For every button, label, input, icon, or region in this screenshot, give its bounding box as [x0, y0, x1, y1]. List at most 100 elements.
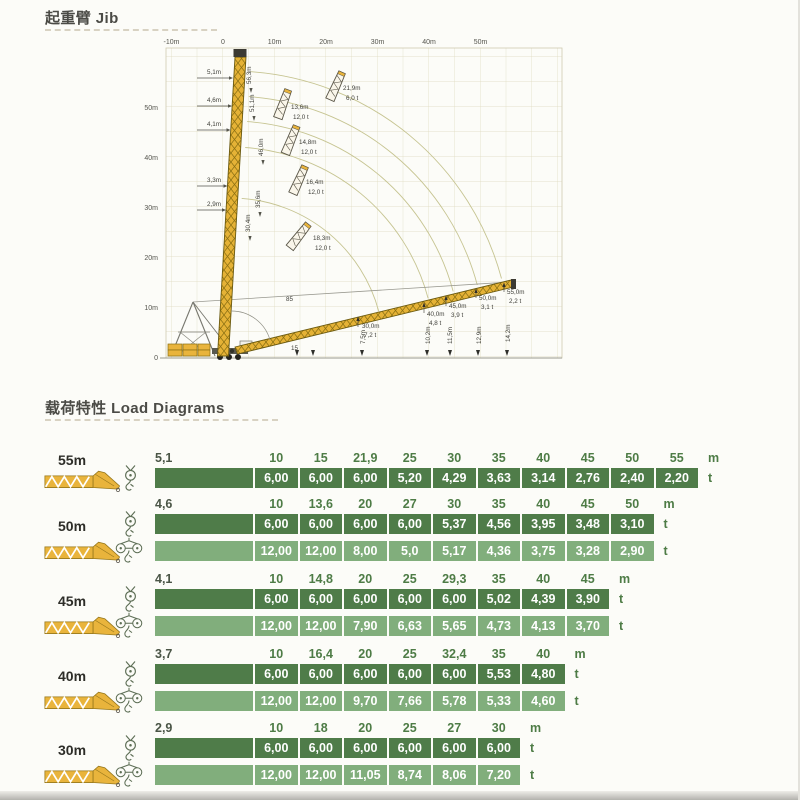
load-cell: 8,74 [388, 765, 431, 785]
load-cell: 4,13 [522, 616, 565, 636]
dim-label: 3,3m [207, 177, 221, 184]
load-cell: 7,66 [388, 691, 431, 711]
jib-icon [44, 691, 121, 714]
load-cell: 3,14 [522, 468, 565, 488]
load-cell: 6,00 [388, 664, 431, 684]
x-tick-label: 0 [221, 39, 225, 46]
height-label: 51,1m [249, 94, 256, 112]
radius-header: 14,8 [308, 572, 333, 586]
load-cell: 12,00 [299, 616, 342, 636]
load-cell: 6,00 [344, 514, 387, 534]
jib-length-label: 40m [58, 668, 87, 684]
jib-icon [44, 765, 121, 788]
load-cell: 6,00 [388, 589, 431, 609]
jib-length-label: 50m [58, 518, 87, 534]
load-row-bar: 12,00 12,00 9,70 7,66 5,78 5,33 4,60 [155, 691, 567, 711]
load-row-bar: 6,00 6,00 6,00 6,00 5,37 4,56 3,95 3,48 3,10 [155, 514, 656, 534]
y-tick-label: 10m [144, 305, 158, 312]
dim-label: 5,1m [207, 69, 221, 76]
bar-lead-segment [155, 514, 253, 534]
load-cell: 6,00 [255, 468, 298, 488]
load-cell: 8,00 [344, 541, 387, 561]
radius-header: 25 [402, 572, 417, 586]
load-cell: 4,56 [477, 514, 520, 534]
horizontal-jib-labels: 30,0m 7,2 t 40,0m 4,8 t 45,0m 3,9 t 50,0… [356, 282, 525, 339]
load-cell: 6,00 [299, 589, 342, 609]
load-label: 12,0 t [308, 189, 324, 196]
radius-header: 25 [402, 647, 417, 661]
radius-label: 13,6m [291, 104, 309, 111]
radius-header: 29,3 [442, 572, 467, 586]
load-cell: 4,36 [477, 541, 520, 561]
load-table-group: 45m 4,1 10 14,8 20 25 29,3 35 40 45 m 6,00 6,00 6,0… [0, 572, 800, 645]
luffing-angle-arc: 85 15 [230, 296, 299, 352]
luffed-jib-positions: 21,9m 6,0 t 13,6m 12,0 t 14,8m 12,0 t 16… [273, 70, 361, 252]
radius-header: 30 [491, 721, 506, 735]
bar-lead-segment [155, 664, 253, 684]
tonnes-unit-label: t [574, 694, 579, 708]
load-cell: 6,00 [344, 468, 387, 488]
load-cell: 6,00 [433, 589, 476, 609]
crane-range-diagram: -10m 0 10m 20m 30m 40m 50m 50m 40m 30m 2… [144, 39, 563, 362]
load-cell: 6,00 [433, 738, 476, 758]
load-cell: 6,00 [477, 738, 520, 758]
load-cell: 3,48 [566, 514, 609, 534]
load-cell: 4,73 [477, 616, 520, 636]
jib-length-label: 55m [58, 452, 87, 468]
load-label: 7,2 t [364, 332, 377, 339]
radius-header: 50 [625, 497, 640, 511]
load-row-bar: 6,00 6,00 6,00 6,00 6,00 6,00 [155, 738, 522, 758]
load-label: 12,0 t [293, 114, 309, 121]
dim-label: 4,6m [207, 97, 221, 104]
load-cell: 6,63 [388, 616, 431, 636]
radius-label: 18,3m [313, 235, 331, 242]
tip-height-label: 10,2m [425, 326, 432, 344]
dim-label: 2,9m [207, 201, 221, 208]
height-label: 35,6m [255, 190, 262, 208]
load-cell: 6,00 [255, 738, 298, 758]
double-hook-icon [112, 761, 146, 791]
x-tick-label: 20m [319, 39, 333, 46]
load-row-bar: 12,00 12,00 11,05 8,74 8,06 7,20 [155, 765, 522, 785]
load-cell: 2,20 [655, 468, 698, 488]
load-row-bar: 12,00 12,00 7,90 6,63 5,65 4,73 4,13 3,70 [155, 616, 611, 636]
load-cell: 12,00 [255, 691, 298, 711]
load-row-bar: 6,00 6,00 6,00 5,20 4,29 3,63 3,14 2,76 2,40 2,20 [155, 468, 700, 488]
load-table-group: 55m 5,1 10 15 21,9 25 30 35 40 45 50 55 m 6,00 6,00 6… [0, 451, 800, 524]
tonnes-unit-label: t [619, 619, 624, 633]
radius-header: 10 [269, 497, 284, 511]
scan-shadow-strip [0, 791, 800, 800]
load-cell: 11,05 [344, 765, 387, 785]
load-cell: 2,40 [611, 468, 654, 488]
load-cell: 6,00 [299, 468, 342, 488]
tower-mast [217, 49, 247, 357]
radius-header: 40 [536, 451, 551, 465]
load-cell: 9,70 [344, 691, 387, 711]
load-cell: 12,00 [255, 616, 298, 636]
radius-label: 14,8m [299, 139, 317, 146]
load-cell: 5,20 [388, 468, 431, 488]
load-cell: 7,90 [344, 616, 387, 636]
radius-header: 21,9 [353, 451, 378, 465]
radius-header: 40 [536, 572, 551, 586]
scan-edge [798, 0, 800, 800]
load-cell: 5,33 [477, 691, 520, 711]
radius-label: 55,0m [507, 289, 525, 296]
y-tick-label: 0 [154, 355, 158, 362]
radius-header: 40 [536, 647, 551, 661]
tonnes-unit-label: t [663, 544, 668, 558]
min-radius-value: 2,9 [155, 721, 173, 735]
height-label: 46,0m [258, 138, 265, 156]
x-tick-label: -10m [164, 39, 180, 46]
load-cell: 6,00 [299, 738, 342, 758]
x-axis-labels: -10m 0 10m 20m 30m 40m 50m [164, 39, 488, 46]
radius-header: 25 [402, 451, 417, 465]
load-cell: 6,00 [299, 664, 342, 684]
single-hook-icon [119, 734, 142, 764]
double-hook-icon [112, 537, 146, 567]
load-cell: 5,0 [388, 541, 431, 561]
max-angle-label: 85 [286, 296, 294, 303]
radius-header: 15 [313, 451, 328, 465]
radius-header: 35 [491, 572, 506, 586]
load-cell: 3,10 [611, 514, 654, 534]
